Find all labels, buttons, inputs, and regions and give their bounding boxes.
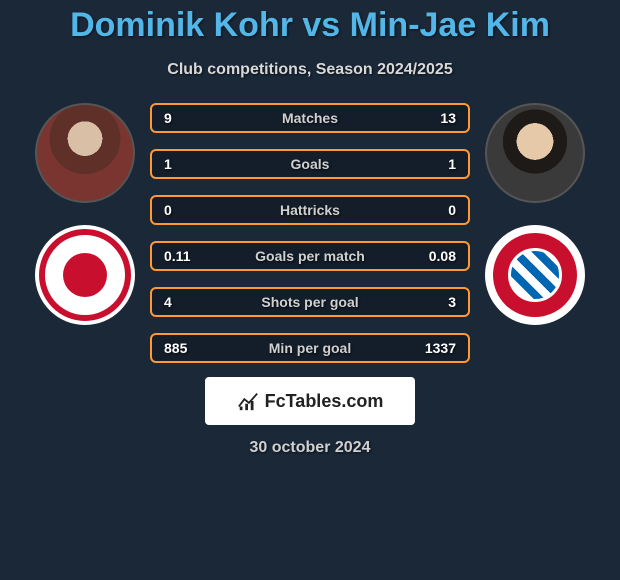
stat-right-value: 13: [440, 110, 456, 126]
club-right-badge: [485, 225, 585, 325]
stat-left-value: 1: [164, 156, 172, 172]
stat-label: Goals per match: [255, 248, 365, 264]
stat-label: Goals: [291, 156, 330, 172]
stat-left-value: 0: [164, 202, 172, 218]
stat-right-value: 0: [448, 202, 456, 218]
stat-right-value: 0.08: [429, 248, 456, 264]
stat-right-value: 1337: [425, 340, 456, 356]
right-player-column: [480, 103, 590, 325]
stat-left-value: 9: [164, 110, 172, 126]
stat-row-goals-per-match: 0.11 Goals per match 0.08: [150, 241, 470, 271]
stat-row-goals: 1 Goals 1: [150, 149, 470, 179]
stat-left-value: 885: [164, 340, 187, 356]
stat-row-shots-per-goal: 4 Shots per goal 3: [150, 287, 470, 317]
brand-text: FcTables.com: [265, 391, 384, 412]
footer-date: 30 october 2024: [0, 439, 620, 457]
player-right-avatar: [485, 103, 585, 203]
stat-label: Matches: [282, 110, 338, 126]
stat-label: Min per goal: [269, 340, 351, 356]
player-left-avatar: [35, 103, 135, 203]
left-player-column: [30, 103, 140, 325]
stat-left-value: 4: [164, 294, 172, 310]
stat-left-value: 0.11: [164, 248, 190, 264]
stat-row-hattricks: 0 Hattricks 0: [150, 195, 470, 225]
stat-label: Shots per goal: [261, 294, 358, 310]
chart-icon: [237, 390, 259, 412]
page-title: Dominik Kohr vs Min-Jae Kim: [0, 0, 620, 45]
stat-right-value: 1: [448, 156, 456, 172]
brand-badge: FcTables.com: [205, 377, 415, 425]
stat-row-min-per-goal: 885 Min per goal 1337: [150, 333, 470, 363]
club-left-badge: [35, 225, 135, 325]
comparison-row: 9 Matches 13 1 Goals 1 0 Hattricks 0 0.1…: [0, 103, 620, 363]
stat-row-matches: 9 Matches 13: [150, 103, 470, 133]
stat-right-value: 3: [448, 294, 456, 310]
stats-column: 9 Matches 13 1 Goals 1 0 Hattricks 0 0.1…: [140, 103, 480, 363]
page-subtitle: Club competitions, Season 2024/2025: [0, 61, 620, 79]
stat-label: Hattricks: [280, 202, 340, 218]
